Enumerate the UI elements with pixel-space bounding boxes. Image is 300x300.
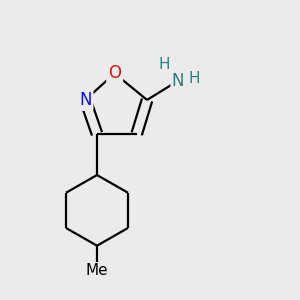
- Text: H: H: [159, 57, 170, 72]
- Text: N: N: [79, 91, 92, 109]
- Text: N: N: [172, 72, 184, 90]
- Text: H: H: [188, 71, 200, 86]
- Text: O: O: [108, 64, 121, 82]
- Text: Me: Me: [86, 263, 108, 278]
